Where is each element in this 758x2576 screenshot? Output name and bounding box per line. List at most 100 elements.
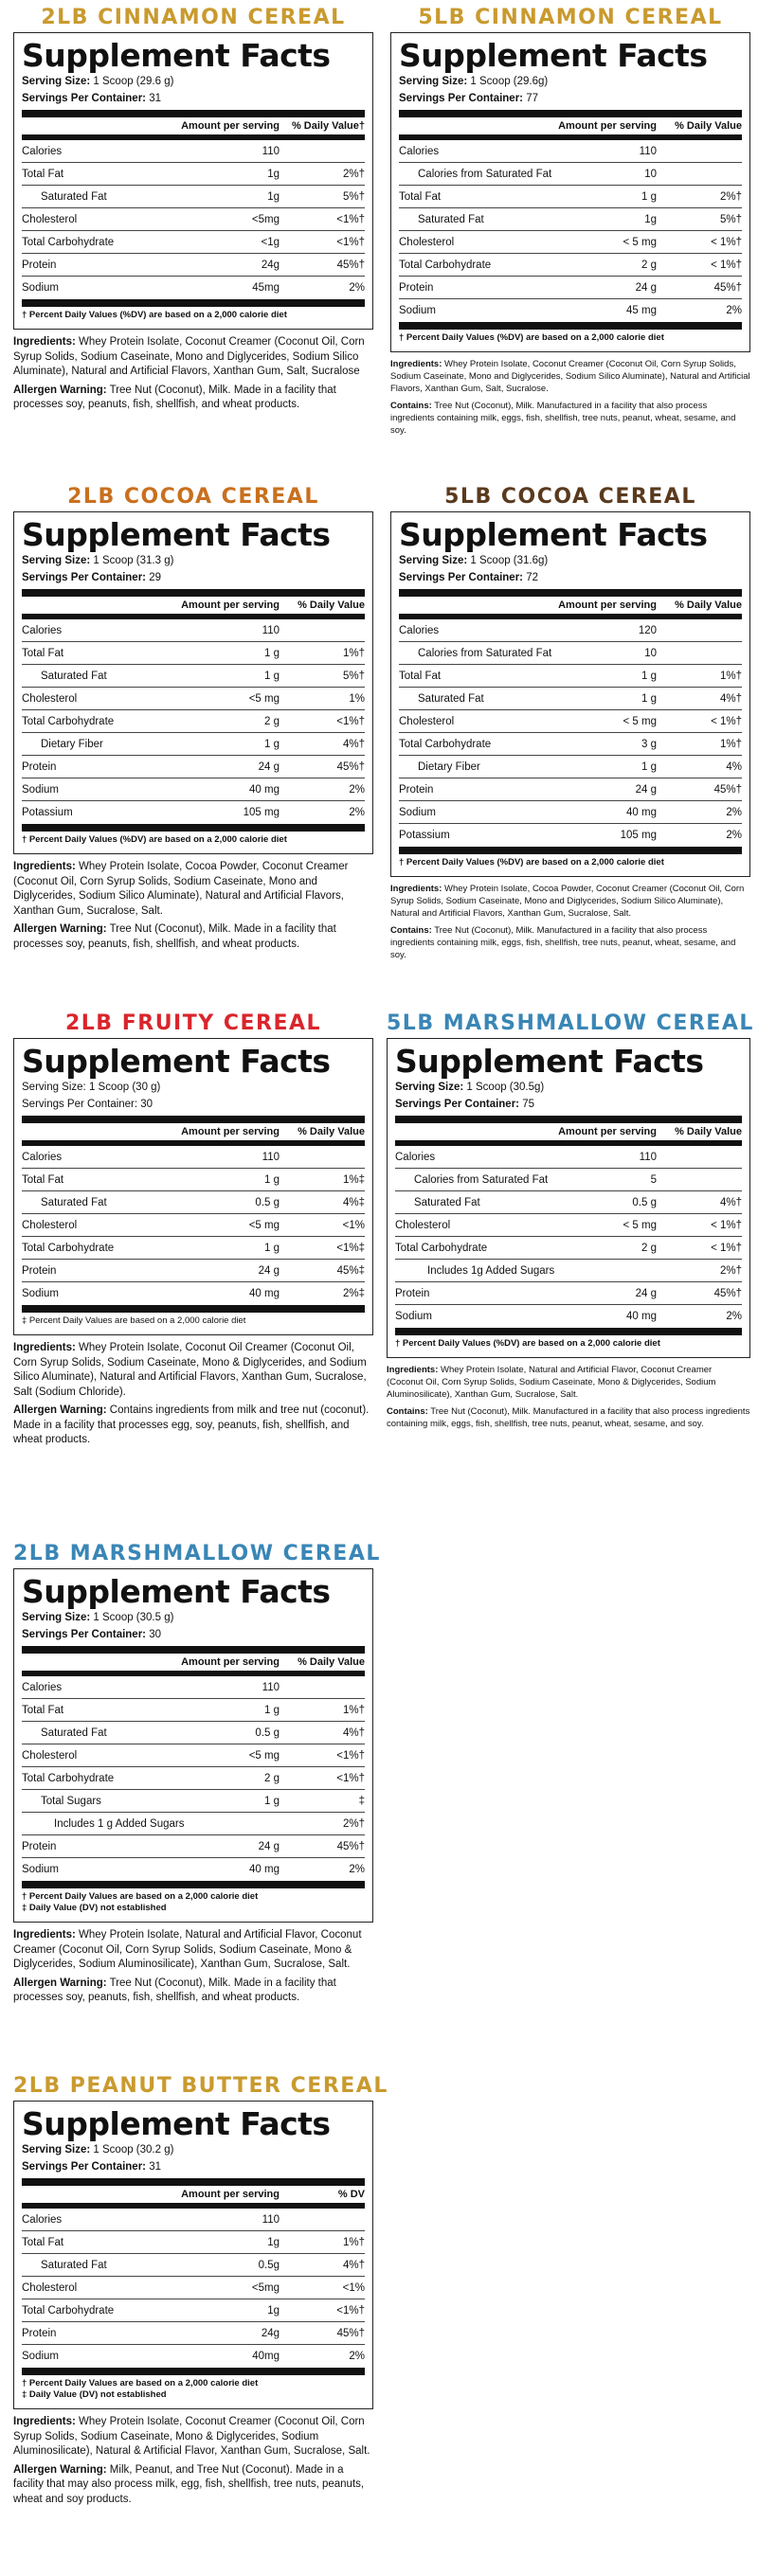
divider	[22, 1672, 365, 1677]
allergen-warning: Allergen Warning: Tree Nut (Coconut), Mi…	[13, 384, 336, 411]
nutrient-row: Total Fat 1 g 1%‡	[22, 1169, 365, 1192]
nutrient-row: Saturated Fat 0.5 g 4%†	[395, 1191, 742, 1215]
nutrient-row: Calories from Saturated Fat 5	[395, 1169, 742, 1192]
product-2lb-cocoa: 2LB COCOA CEREAL Supplement Facts Servin…	[13, 485, 373, 956]
servings-per-container: Servings Per Container: 29	[22, 571, 162, 583]
nutrient-row: Sodium 45 mg 2%	[399, 305, 742, 317]
footnote: † Percent Daily Values (%DV) are based o…	[399, 332, 664, 344]
product-2lb-peanut-butter: 2LB PEANUT BUTTER CEREAL Supplement Fact…	[13, 2074, 388, 2511]
divider-thick	[22, 2178, 365, 2187]
product-title: 2LB PEANUT BUTTER CEREAL	[13, 2074, 388, 2098]
nutrient-row: Protein 24 g 45%†	[22, 756, 365, 779]
supplement-facts-panel: Supplement Facts Serving Size: 1 Scoop (…	[390, 32, 750, 353]
divider	[22, 1141, 365, 1147]
supplement-facts-heading: Supplement Facts	[395, 1043, 704, 1080]
product-info: Ingredients: Whey Protein Isolate, Natur…	[13, 1928, 373, 2006]
supplement-facts-heading: Supplement Facts	[22, 1043, 331, 1080]
supplement-facts-panel: Supplement Facts Serving Size: 1 Scoop (…	[390, 511, 750, 878]
nutrient-row: Total Carbohydrate 3 g 1%†	[399, 733, 742, 757]
nutrient-row: Potassium 105 mg 2%	[22, 807, 365, 819]
product-info: Ingredients: Whey Protein Isolate, Cocon…	[13, 2415, 373, 2507]
nutrient-row: Sodium 45mg 2%	[22, 282, 365, 295]
serving-size: Serving Size: 1 Scoop (31.6g)	[399, 555, 549, 567]
allergen-warning: Contains: Tree Nut (Coconut), Milk. Manu…	[390, 400, 736, 436]
divider-thick	[22, 1646, 365, 1655]
divider	[399, 135, 742, 141]
column-header: Amount per serving% Daily Value	[22, 597, 365, 616]
divider-thick	[22, 1116, 365, 1124]
ingredients: Ingredients: Whey Protein Isolate, Cocon…	[13, 336, 365, 378]
product-title: 5LB COCOA CEREAL	[444, 485, 696, 509]
nutrient-row: Saturated Fat 0.5 g 4%†	[22, 1722, 365, 1745]
product-title: 2LB MARSHMALLOW CEREAL	[13, 1542, 381, 1565]
divider-thick	[399, 110, 742, 118]
column-header: Amount per serving% DV	[22, 2186, 365, 2205]
divider-thick	[22, 2368, 365, 2376]
allergen-warning: Allergen Warning: Contains ingredients f…	[13, 1404, 370, 1446]
footnote: † Percent Daily Values (%DV) are based o…	[399, 857, 664, 868]
supplement-facts-heading: Supplement Facts	[22, 516, 331, 553]
nutrient-row: Calories 110	[399, 140, 742, 164]
nutrient-row: Protein 24 g 45%†	[395, 1282, 742, 1306]
nutrient-row: Total Fat 1 g 2%†	[399, 186, 742, 209]
ingredients: Ingredients: Whey Protein Isolate, Cocoa…	[13, 861, 349, 917]
product-5lb-cinnamon: 5LB CINNAMON CEREAL Supplement Facts Ser…	[390, 6, 750, 440]
nutrient-row: Protein 24g 45%†	[22, 254, 365, 277]
nutrient-row: Includes 1 g Added Sugars 2%†	[22, 1813, 365, 1836]
nutrient-row: Calories 110	[22, 619, 365, 643]
column-header: Amount per serving% Daily Value	[22, 1654, 365, 1673]
serving-size: Serving Size: 1 Scoop (29.6g)	[399, 76, 549, 88]
servings-per-container: Servings Per Container: 75	[395, 1098, 535, 1110]
servings-per-container: Servings Per Container: 30	[22, 1628, 162, 1640]
supplement-facts-panel: Supplement Facts Serving Size: 1 Scoop (…	[13, 1568, 373, 1923]
allergen-warning: Allergen Warning: Tree Nut (Coconut), Mi…	[13, 1977, 336, 2004]
supplement-facts-heading: Supplement Facts	[22, 1573, 331, 1610]
serving-size: Serving Size: 1 Scoop (30 g)	[22, 1082, 161, 1094]
nutrient-row: Cholesterol < 5 mg < 1%†	[399, 710, 742, 734]
nutrient-row: Calories 110	[22, 2209, 365, 2232]
nutrient-row: Protein 24 g 45%‡	[22, 1260, 365, 1283]
supplement-facts-heading: Supplement Facts	[22, 2105, 331, 2142]
nutrient-row: Total Carbohydrate 2 g < 1%†	[399, 254, 742, 277]
allergen-warning: Contains: Tree Nut (Coconut), Milk. Manu…	[390, 924, 736, 960]
nutrient-row: Saturated Fat 0.5g 4%†	[22, 2254, 365, 2278]
product-title: 5LB CINNAMON CEREAL	[418, 6, 723, 29]
servings-per-container: Servings Per Container: 72	[399, 571, 539, 583]
product-info: Ingredients: Whey Protein Isolate, Natur…	[387, 1364, 750, 1430]
nutrient-row: Saturated Fat 1 g 5%†	[22, 665, 365, 689]
supplement-facts-panel: Supplement Facts Serving Size: 1 Scoop (…	[13, 2101, 373, 2410]
supplement-facts-heading: Supplement Facts	[399, 516, 708, 553]
divider-thick	[395, 1328, 742, 1336]
ingredients: Ingredients: Whey Protein Isolate, Cocon…	[13, 2416, 370, 2458]
nutrient-row: Cholesterol < 5 mg < 1%†	[399, 231, 742, 255]
supplement-facts-panel: Supplement Facts Serving Size: 1 Scoop (…	[387, 1038, 750, 1359]
nutrient-row: Sodium 40 mg 2%	[399, 801, 742, 825]
nutrient-row: Cholesterol <5mg <1%†	[22, 208, 365, 232]
nutrient-row: Calories 110	[22, 1676, 365, 1700]
nutrient-row: Calories from Saturated Fat 10	[399, 163, 742, 187]
product-2lb-fruity: 2LB FRUITY CEREAL Supplement Facts Servi…	[13, 1011, 373, 1452]
nutrient-row: Total Sugars 1 g ‡	[22, 1790, 365, 1814]
product-info: Ingredients: Whey Protein Isolate, Cocoa…	[390, 883, 750, 961]
nutrient-row: Saturated Fat 1g 5%†	[22, 186, 365, 209]
product-title: 2LB CINNAMON CEREAL	[41, 6, 346, 29]
nutrient-row: Saturated Fat 1 g 4%†	[399, 688, 742, 711]
product-5lb-marshmallow: 5LB MARSHMALLOW CEREAL Supplement Facts …	[387, 1011, 752, 1434]
divider-thick	[399, 322, 742, 331]
nutrient-row: Protein 24 g 45%†	[399, 778, 742, 802]
nutrient-row: Total Carbohydrate 2 g <1%†	[22, 1767, 365, 1791]
nutrient-row: Total Fat 1g 1%†	[22, 2231, 365, 2255]
divider-thick	[22, 824, 365, 832]
ingredients: Ingredients: Whey Protein Isolate, Natur…	[387, 1365, 716, 1401]
nutrient-row: Sodium 40 mg 2%	[22, 1864, 365, 1876]
footnote: † Percent Daily Values (%DV) are based o…	[395, 1338, 660, 1350]
ingredients: Ingredients: Whey Protein Isolate, Cocon…	[13, 1342, 367, 1398]
nutrient-row: Total Fat 1 g 1%†	[22, 642, 365, 666]
servings-per-container: Servings Per Container: 31	[22, 2160, 162, 2173]
supplement-facts-heading: Supplement Facts	[399, 37, 708, 74]
ingredients: Ingredients: Whey Protein Isolate, Cocoa…	[390, 884, 745, 920]
nutrient-row: Cholesterol < 5 mg < 1%†	[395, 1214, 742, 1238]
divider-thick	[22, 1881, 365, 1889]
nutrient-row: Cholesterol <5 mg <1%	[22, 1214, 365, 1238]
allergen-warning: Contains: Tree Nut (Coconut), Milk. Manu…	[387, 1405, 750, 1429]
